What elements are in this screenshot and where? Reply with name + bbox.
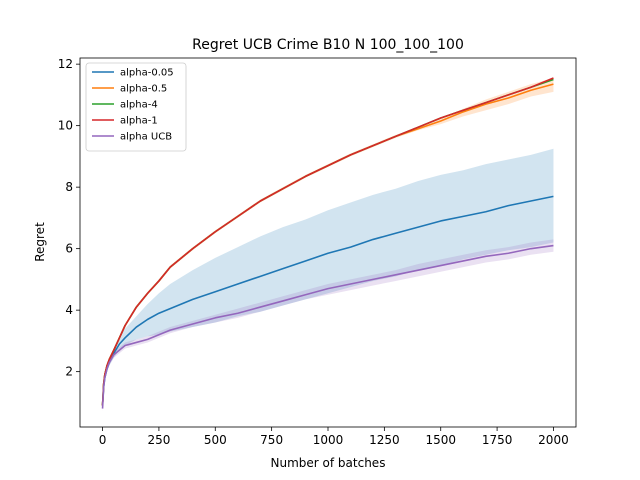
legend: alpha-0.05 alpha-0.5 alpha-4 alpha-1 alpha U… — [85, 62, 187, 152]
x-tick-label: 1750 — [482, 433, 513, 447]
legend-entry: alpha-0.5 — [120, 84, 167, 95]
x-tick-label: 1250 — [369, 433, 400, 447]
x-tick-label: 0 — [99, 433, 107, 447]
legend-entry: alpha-4 — [120, 100, 158, 111]
legend-entry: alpha-1 — [120, 116, 158, 127]
series-line-alpha-ucb — [101, 244, 554, 409]
y-tick-label: 4 — [65, 303, 73, 317]
x-tick-label: 750 — [260, 433, 283, 447]
y-tick-label: 6 — [65, 242, 73, 256]
confidence-band-alpha-ucb — [102, 239, 554, 412]
x-axis-label: Number of batches — [271, 456, 386, 470]
x-tick-label: 500 — [204, 433, 227, 447]
x-axis: 0 250 500 750 1000 1250 1500 1750 2000 — [99, 427, 569, 447]
legend-entry: alpha UCB — [120, 132, 172, 143]
series-line-alpha-1 — [101, 77, 554, 406]
confidence-band-alpha-0.05 — [102, 148, 554, 409]
legend-box — [85, 62, 187, 152]
y-axis-label: Regret — [33, 222, 47, 262]
y-tick-label: 2 — [65, 365, 73, 379]
plot-area — [101, 77, 554, 412]
y-tick-label: 8 — [65, 180, 73, 194]
legend-entry: alpha-0.05 — [120, 68, 174, 79]
x-tick-label: 2000 — [538, 433, 569, 447]
x-tick-label: 1500 — [425, 433, 456, 447]
y-axis: 2 4 6 8 10 12 — [58, 57, 80, 379]
y-tick-label: 12 — [58, 57, 73, 71]
y-tick-label: 10 — [58, 119, 73, 133]
x-tick-label: 250 — [147, 433, 170, 447]
chart-title: Regret UCB Crime B10 N 100_100_100 — [192, 37, 464, 53]
x-tick-label: 1000 — [313, 433, 344, 447]
